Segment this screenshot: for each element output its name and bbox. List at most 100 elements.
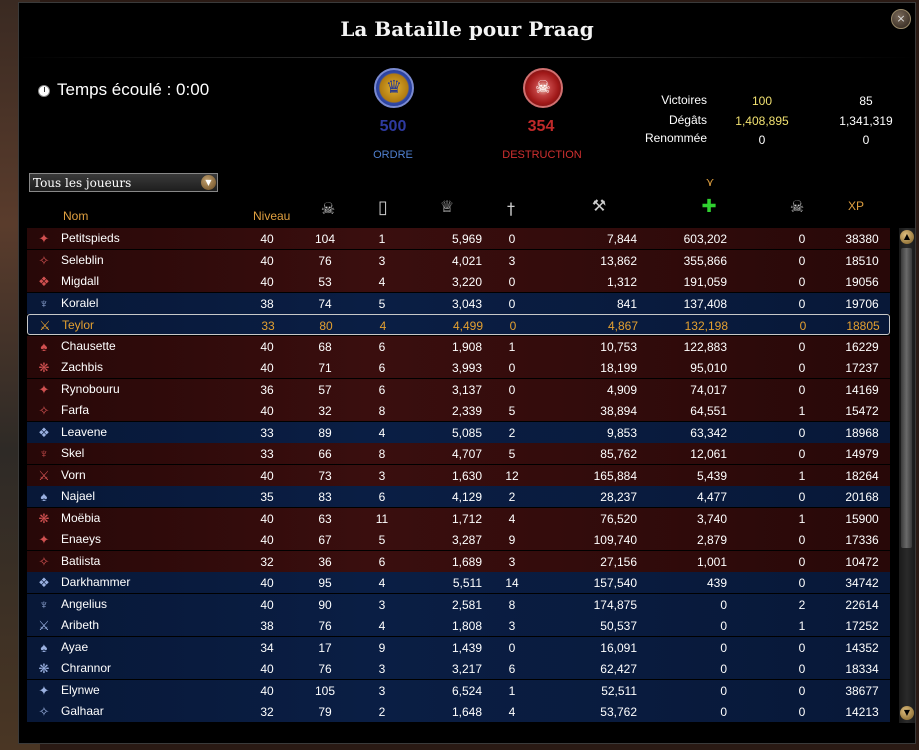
axe-icon[interactable]: ⚒ — [591, 196, 607, 215]
table-row[interactable]: ❋ Moëbia 40 63 11 1,712 4 76,520 3,740 1 15900 — [27, 507, 890, 529]
player-renown: 3,217 — [451, 662, 482, 676]
career-icon: ❖ — [38, 274, 50, 289]
player-deaths: 6 — [378, 361, 386, 375]
career-icon: ♠ — [40, 338, 48, 354]
player-kills: 63 — [318, 511, 332, 526]
scroll-up-icon[interactable]: ▲ — [900, 230, 914, 244]
skull-icon[interactable]: ☠ — [789, 197, 805, 216]
player-protection: 0 — [799, 319, 807, 333]
player-level: 33 — [260, 447, 274, 461]
player-level: 35 — [260, 490, 274, 504]
scrollbar[interactable]: ▲ ▼ — [899, 228, 915, 723]
career-icon: ⚔ — [39, 318, 51, 333]
column-xp[interactable]: XP — [848, 199, 865, 213]
player-xp: 38380 — [845, 232, 879, 246]
player-damage: 9,853 — [606, 425, 637, 440]
player-healing: 0 — [720, 619, 727, 633]
table-row[interactable]: ✧ Batiista 32 36 6 1,689 3 27,156 1,001 0 10472 — [27, 550, 890, 572]
player-damage: 4,909 — [606, 382, 637, 397]
table-row[interactable]: ✦ Enaeys 40 67 5 3,287 9 109,740 2,879 0 17336 — [27, 529, 890, 550]
career-icon: ❖ — [38, 575, 50, 590]
green-cross-icon[interactable]: ✚ — [701, 196, 717, 217]
table-row[interactable]: ⚔ Vorn 40 73 3 1,630 12 165,884 5,439 1 18264 — [27, 464, 890, 486]
table-row[interactable]: ⚔ Aribeth 38 76 4 1,808 3 50,537 0 1 17252 — [27, 615, 890, 636]
player-healing: 0 — [720, 683, 727, 698]
player-damage: 10,753 — [600, 339, 637, 354]
table-row[interactable]: ♠ Najael 35 83 6 4,129 2 28,237 4,477 0 20168 — [27, 486, 890, 507]
player-kills: 104 — [314, 232, 336, 246]
player-protection: 0 — [798, 339, 806, 354]
player-deaths: 3 — [378, 468, 386, 483]
player-name: Angelius — [61, 596, 108, 611]
column-level[interactable]: Niveau — [253, 209, 291, 223]
table-row[interactable]: ✧ Seleblin 40 76 3 4,021 3 13,862 355,866 0 18510 — [27, 249, 890, 271]
player-xp: 17336 — [845, 533, 879, 547]
player-healing: 355,866 — [683, 253, 727, 268]
player-xp: 14169 — [845, 382, 879, 397]
player-protection: 2 — [798, 597, 806, 612]
table-row[interactable]: ♆ Angelius 40 90 3 2,581 8 174,875 0 2 22614 — [27, 593, 890, 615]
player-renown: 1,648 — [451, 705, 482, 719]
player-healing: 603,202 — [683, 232, 727, 246]
player-protection: 0 — [798, 554, 806, 569]
player-renown: 4,129 — [451, 490, 482, 504]
table-row[interactable]: ✦ Rynobouru 36 57 6 3,137 0 4,909 74,017 0 14169 — [27, 378, 890, 400]
player-protection: 0 — [798, 275, 806, 289]
table-row[interactable]: ♆ Koralel 38 74 5 3,043 0 841 137,408 0 19706 — [27, 292, 890, 314]
table-row[interactable]: ❖ Leavene 33 89 4 5,085 2 9,853 63,342 0 18968 — [27, 421, 890, 443]
table-row[interactable]: ♠ Ayae 34 17 9 1,439 0 16,091 0 0 14352 — [27, 636, 890, 658]
player-deaths: 8 — [378, 404, 386, 418]
dagger-icon[interactable]: † — [507, 199, 515, 218]
table-row[interactable]: ❖ Migdall 40 53 4 3,220 0 1,312 191,059 0 19056 — [27, 271, 890, 292]
close-button[interactable]: × — [891, 9, 911, 29]
player-xp: 18805 — [846, 319, 880, 333]
table-row[interactable]: ⚔ Teylor 33 80 4 4,499 0 4,867 132,198 0 18805 — [27, 314, 890, 335]
table-row[interactable]: ♆ Skel 33 66 8 4,707 5 85,762 12,061 0 14979 — [27, 443, 890, 464]
tombstone-icon[interactable]: ▯ — [378, 197, 388, 218]
player-filter-value: Tous les joueurs — [33, 176, 132, 190]
player-level: 38 — [260, 619, 274, 633]
player-healing: 1,001 — [696, 554, 727, 569]
player-name: Teylor — [62, 318, 95, 332]
player-killing-blows: 3 — [508, 619, 516, 633]
table-row[interactable]: ✧ Farfa 40 32 8 2,339 5 38,894 64,551 1 15472 — [27, 400, 890, 421]
table-row[interactable]: ❖ Darkhammer 40 95 4 5,511 14 157,540 439 0 34742 — [27, 572, 890, 593]
player-healing: 5,439 — [696, 468, 727, 483]
player-killing-blows: 2 — [508, 425, 516, 440]
table-row[interactable]: ✧ Galhaar 32 79 2 1,648 4 53,762 0 0 14213 — [27, 701, 890, 722]
crown-icon[interactable]: ♕ — [439, 197, 455, 216]
career-icon: ♠ — [40, 489, 48, 504]
player-killing-blows: 6 — [508, 662, 516, 676]
player-killing-blows: 1 — [508, 339, 516, 354]
player-deaths: 3 — [378, 597, 386, 612]
scroll-down-icon[interactable]: ▼ — [900, 706, 914, 720]
player-kills: 36 — [318, 554, 332, 569]
scroll-thumb[interactable] — [901, 248, 912, 548]
table-row[interactable]: ✦ Petitspieds 40 104 1 5,969 0 7,844 603,202 0 383… — [27, 228, 890, 249]
table-row[interactable]: ❋ Chrannor 40 76 3 3,217 6 62,427 0 0 18334 — [27, 658, 890, 679]
player-xp: 17237 — [845, 361, 879, 375]
player-renown: 5,511 — [452, 576, 482, 590]
player-name: Skel — [61, 446, 85, 460]
table-row[interactable]: ❋ Zachbis 40 71 6 3,993 0 18,199 95,010 0 17237 — [27, 357, 890, 378]
column-name[interactable]: Nom — [63, 209, 89, 223]
player-filter-dropdown[interactable]: Tous les joueurs ▼ — [29, 173, 218, 192]
player-name: Vorn — [61, 467, 86, 482]
player-level: 36 — [260, 382, 274, 397]
skulls-icon[interactable]: ☠ — [320, 199, 336, 218]
player-healing: 132,198 — [684, 319, 728, 333]
career-icon: ♠ — [40, 639, 48, 655]
player-level: 40 — [260, 253, 274, 268]
player-deaths: 3 — [378, 253, 386, 268]
table-row[interactable]: ✦ Elynwe 40 105 3 6,524 1 52,511 0 0 38677 — [27, 679, 890, 701]
player-level: 40 — [260, 597, 274, 612]
table-row[interactable]: ♠ Chausette 40 68 6 1,908 1 10,753 122,883 0 16229 — [27, 335, 890, 357]
player-name: Zachbis — [61, 360, 104, 374]
chevron-down-icon[interactable]: ▼ — [201, 175, 216, 190]
player-healing: 122,883 — [683, 339, 727, 354]
player-kills: 73 — [318, 468, 332, 483]
player-deaths: 8 — [378, 447, 386, 461]
player-damage: 174,875 — [593, 597, 637, 612]
player-damage: 1,312 — [606, 275, 637, 289]
player-level: 40 — [260, 468, 274, 483]
